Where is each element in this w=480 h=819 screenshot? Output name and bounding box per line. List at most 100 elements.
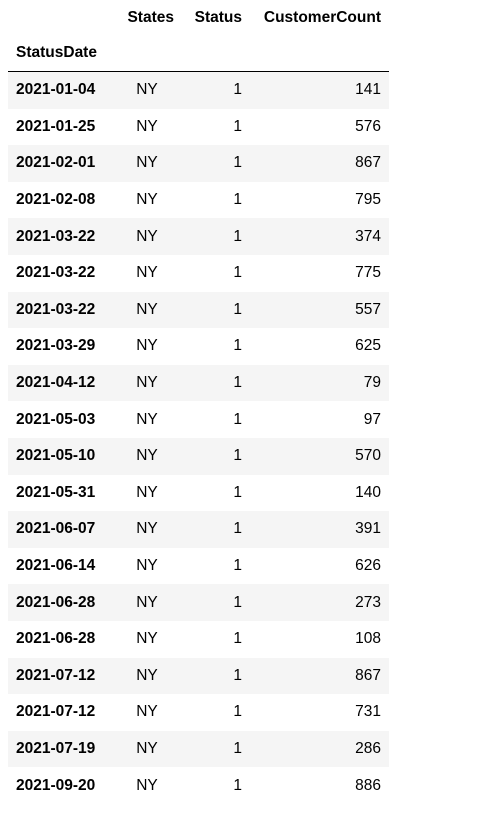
cell-status: 1 (233, 557, 242, 575)
table-row: 2021-03-22 NY 1 374 (8, 218, 389, 255)
row-index-statusdate: 2021-04-12 (16, 374, 96, 392)
table-row: 2021-07-12 NY 1 731 (8, 694, 389, 731)
table-row: 2021-09-20 NY 1 886 (8, 767, 389, 804)
cell-status: 1 (233, 703, 242, 721)
cell-status: 1 (233, 191, 242, 209)
index-header-statusdate: StatusDate (16, 44, 97, 61)
cell-states: NY (136, 81, 158, 99)
cell-customercount: 391 (355, 520, 381, 538)
table-row: 2021-06-28 NY 1 273 (8, 584, 389, 621)
table-row: 2021-06-28 NY 1 108 (8, 620, 389, 658)
header-corner (8, 0, 112, 35)
row-index-statusdate: 2021-01-25 (16, 117, 96, 135)
table-row: 2021-01-04 NY 1 141 (8, 71, 389, 109)
cell-states: NY (136, 776, 158, 794)
cell-states: NY (136, 593, 158, 611)
cell-status: 1 (233, 630, 242, 648)
cell-customercount: 795 (355, 191, 381, 209)
cell-customercount: 867 (355, 154, 381, 172)
table-header: States Status CustomerCount StatusDate (8, 0, 389, 72)
row-index-statusdate: 2021-05-31 (16, 483, 96, 501)
table-row: 2021-07-12 NY 1 867 (8, 657, 389, 695)
cell-status: 1 (233, 81, 242, 99)
cell-customercount: 886 (355, 776, 381, 794)
cell-status: 1 (233, 447, 242, 465)
index-header-empty (250, 35, 389, 72)
cell-customercount: 731 (355, 703, 381, 721)
row-index-statusdate: 2021-09-20 (16, 776, 96, 794)
cell-status: 1 (233, 117, 242, 135)
table-row: 2021-02-01 NY 1 867 (8, 145, 389, 182)
cell-states: NY (136, 520, 158, 538)
row-index-statusdate: 2021-07-12 (16, 666, 96, 684)
cell-states: NY (136, 703, 158, 721)
cell-customercount: 79 (363, 374, 381, 392)
column-header-row: States Status CustomerCount (8, 0, 389, 35)
row-index-statusdate: 2021-07-19 (16, 739, 96, 757)
index-header-empty (112, 35, 182, 72)
dataframe-table: States Status CustomerCount StatusDate 2… (8, 0, 389, 804)
cell-customercount: 576 (355, 117, 381, 135)
cell-states: NY (136, 264, 158, 282)
column-header-status: Status (194, 8, 242, 26)
index-header-empty (182, 35, 250, 72)
table-row: 2021-03-22 NY 1 557 (8, 291, 389, 329)
cell-customercount: 557 (355, 300, 381, 318)
cell-customercount: 140 (355, 483, 381, 501)
cell-states: NY (136, 666, 158, 684)
cell-states: NY (136, 337, 158, 355)
cell-customercount: 867 (355, 666, 381, 684)
table-row: 2021-05-03 NY 1 97 (8, 401, 389, 438)
cell-states: NY (136, 154, 158, 172)
table-row: 2021-01-25 NY 1 576 (8, 108, 389, 146)
cell-states: NY (136, 410, 158, 428)
row-index-statusdate: 2021-03-22 (16, 300, 96, 318)
row-index-statusdate: 2021-03-22 (16, 264, 96, 282)
cell-status: 1 (233, 483, 242, 501)
cell-status: 1 (233, 300, 242, 318)
row-index-statusdate: 2021-01-04 (16, 81, 96, 99)
column-header-customercount: CustomerCount (263, 8, 381, 26)
cell-customercount: 570 (355, 447, 381, 465)
row-index-statusdate: 2021-05-03 (16, 410, 96, 428)
cell-status: 1 (233, 410, 242, 428)
cell-status: 1 (233, 154, 242, 172)
cell-customercount: 775 (355, 264, 381, 282)
table-row: 2021-06-14 NY 1 626 (8, 547, 389, 585)
cell-states: NY (136, 300, 158, 318)
cell-customercount: 286 (355, 739, 381, 757)
index-header-row: StatusDate (8, 35, 389, 72)
table-row: 2021-07-19 NY 1 286 (8, 730, 389, 768)
cell-status: 1 (233, 776, 242, 794)
row-index-statusdate: 2021-06-28 (16, 593, 96, 611)
cell-customercount: 625 (355, 337, 381, 355)
row-index-statusdate: 2021-06-14 (16, 557, 96, 575)
cell-status: 1 (233, 227, 242, 245)
cell-customercount: 97 (363, 410, 381, 428)
column-header-states: States (127, 8, 174, 26)
cell-states: NY (136, 117, 158, 135)
table-row: 2021-06-07 NY 1 391 (8, 511, 389, 548)
cell-customercount: 273 (355, 593, 381, 611)
row-index-statusdate: 2021-06-07 (16, 520, 96, 538)
cell-states: NY (136, 483, 158, 501)
cell-status: 1 (233, 520, 242, 538)
row-index-statusdate: 2021-03-22 (16, 227, 96, 245)
row-index-statusdate: 2021-02-01 (16, 154, 96, 172)
cell-status: 1 (233, 264, 242, 282)
cell-states: NY (136, 191, 158, 209)
table-body: 2021-01-04 NY 1 141 2021-01-25 NY 1 576 2021-02-… (8, 71, 389, 804)
cell-status: 1 (233, 337, 242, 355)
cell-customercount: 626 (355, 557, 381, 575)
cell-states: NY (136, 557, 158, 575)
table-row: 2021-03-22 NY 1 775 (8, 254, 389, 292)
cell-states: NY (136, 447, 158, 465)
row-index-statusdate: 2021-03-29 (16, 337, 96, 355)
cell-status: 1 (233, 666, 242, 684)
table-row: 2021-03-29 NY 1 625 (8, 328, 389, 365)
row-index-statusdate: 2021-02-08 (16, 191, 96, 209)
row-index-statusdate: 2021-07-12 (16, 703, 96, 721)
row-index-statusdate: 2021-06-28 (16, 630, 96, 648)
cell-customercount: 108 (355, 630, 381, 648)
dataframe-output: States Status CustomerCount StatusDate 2… (8, 0, 389, 804)
